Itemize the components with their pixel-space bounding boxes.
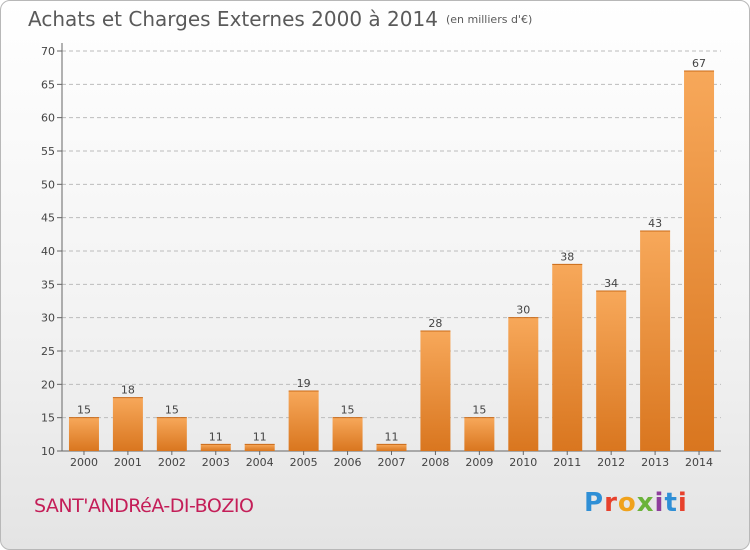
town-name: SANT'ANDRéA-DI-BOZIO bbox=[34, 495, 254, 517]
ytick-label: 10 bbox=[41, 445, 55, 458]
ytick-label: 65 bbox=[41, 78, 55, 91]
chart-unit: (en milliers d'€) bbox=[445, 13, 533, 26]
bar-2003 bbox=[200, 444, 231, 451]
bar-2013 bbox=[640, 231, 671, 451]
xtick-label-2005: 2005 bbox=[290, 456, 318, 469]
data-label-2001: 18 bbox=[121, 384, 135, 397]
data-label-2008: 28 bbox=[428, 317, 442, 330]
xtick-label-2013: 2013 bbox=[641, 456, 669, 469]
data-label-2011: 38 bbox=[560, 250, 574, 263]
bar-2005 bbox=[288, 391, 319, 451]
ytick-label: 30 bbox=[41, 312, 55, 325]
ytick-label: 40 bbox=[41, 245, 55, 258]
data-label-2013: 43 bbox=[648, 217, 662, 230]
xtick-label-2008: 2008 bbox=[421, 456, 449, 469]
chart-title: Achats et Charges Externes 2000 à 2014 (e… bbox=[28, 7, 532, 31]
logo-letter-x: x bbox=[636, 488, 655, 518]
bar-2001 bbox=[112, 397, 143, 451]
chart-title-text: Achats et Charges Externes 2000 à 2014 bbox=[28, 7, 438, 31]
bar-2014 bbox=[684, 71, 715, 451]
bar-2010 bbox=[508, 317, 539, 451]
ytick-label: 50 bbox=[41, 178, 55, 191]
bar-2008 bbox=[420, 331, 451, 451]
bar-2002 bbox=[156, 417, 187, 451]
logo-letter-r: r bbox=[604, 488, 618, 518]
data-label-2007: 11 bbox=[385, 430, 399, 443]
xtick-label-2009: 2009 bbox=[465, 456, 493, 469]
xtick-label-2010: 2010 bbox=[509, 456, 537, 469]
xtick-label-2007: 2007 bbox=[378, 456, 406, 469]
bar-2000 bbox=[68, 417, 99, 451]
xtick-label-2012: 2012 bbox=[597, 456, 625, 469]
bar-2009 bbox=[464, 417, 495, 451]
bar-2011 bbox=[552, 264, 583, 451]
xtick-label-2014: 2014 bbox=[685, 456, 713, 469]
logo-letter-t: t bbox=[664, 488, 678, 518]
bars bbox=[68, 70, 715, 451]
data-label-2002: 15 bbox=[165, 404, 179, 417]
ytick-label: 55 bbox=[41, 145, 55, 158]
ytick-label: 15 bbox=[41, 412, 55, 425]
bar-2004 bbox=[244, 444, 275, 451]
xtick-label-2006: 2006 bbox=[334, 456, 362, 469]
logo-letter-i2: i bbox=[677, 488, 688, 518]
data-label-2004: 11 bbox=[253, 430, 267, 443]
data-label-2010: 30 bbox=[516, 304, 530, 317]
bar-2012 bbox=[596, 291, 627, 451]
xtick-label-2002: 2002 bbox=[158, 456, 186, 469]
xtick-label-2011: 2011 bbox=[553, 456, 581, 469]
labels: 10 15 20 25 30 35 40 45 50 55 60 65 70 15 2000 18 2001 15… bbox=[41, 45, 713, 469]
logo-letter-i: i bbox=[654, 488, 665, 518]
data-label-2005: 19 bbox=[297, 377, 311, 390]
xtick-label-2003: 2003 bbox=[202, 456, 230, 469]
data-label-2000: 15 bbox=[77, 404, 91, 417]
ytick-label: 35 bbox=[41, 278, 55, 291]
logo-letter-p: P bbox=[584, 488, 605, 518]
xtick-label-2004: 2004 bbox=[246, 456, 274, 469]
ytick-label: 25 bbox=[41, 345, 55, 358]
ytick-label: 20 bbox=[41, 378, 55, 391]
logo-letter-o: o bbox=[617, 488, 637, 518]
proxiti-logo[interactable]: Proxiti bbox=[584, 488, 688, 518]
xtick-label-2000: 2000 bbox=[70, 456, 98, 469]
bar-2006 bbox=[332, 417, 363, 451]
ytick-label: 70 bbox=[41, 45, 55, 58]
xtick-label-2001: 2001 bbox=[114, 456, 142, 469]
data-label-2003: 11 bbox=[209, 430, 223, 443]
data-label-2006: 15 bbox=[341, 404, 355, 417]
data-label-2014: 67 bbox=[692, 57, 706, 70]
ytick-label: 45 bbox=[41, 212, 55, 225]
ytick-label: 60 bbox=[41, 112, 55, 125]
data-label-2009: 15 bbox=[472, 404, 486, 417]
bar-2007 bbox=[376, 444, 407, 451]
data-label-2012: 34 bbox=[604, 277, 618, 290]
